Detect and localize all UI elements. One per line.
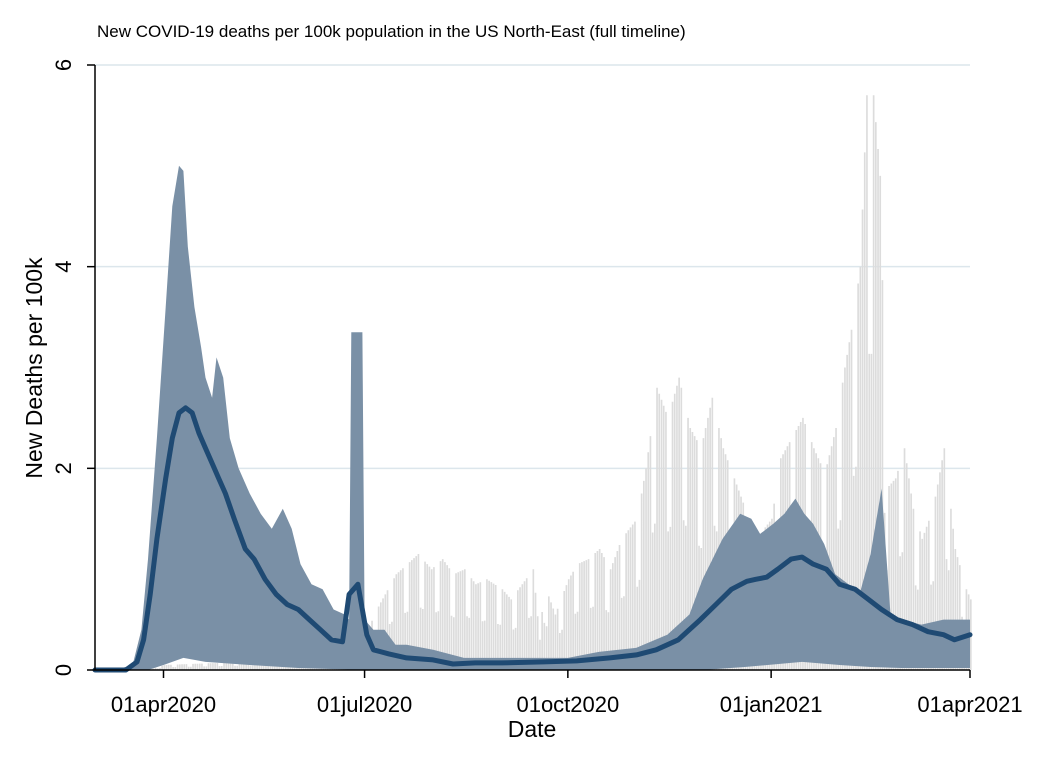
y-tick-label: 4 xyxy=(51,261,76,273)
x-tick-label: 01jan2021 xyxy=(720,692,823,717)
x-tick-label: 01oct2020 xyxy=(516,692,619,717)
grid-lines xyxy=(95,64,970,470)
chart-title: New COVID-19 deaths per 100k population … xyxy=(97,22,686,41)
x-axis-ticks: 01apr2020 01jul2020 01oct2020 01jan2021 01ap… xyxy=(111,670,1023,717)
y-tick-label: 0 xyxy=(51,664,76,676)
y-tick-label: 2 xyxy=(51,462,76,474)
axes xyxy=(94,65,970,671)
range-band-shape xyxy=(95,165,970,671)
average-line xyxy=(92,405,973,673)
y-tick-label: 6 xyxy=(51,59,76,71)
x-axis-title: Date xyxy=(508,716,557,742)
x-tick-label: 01jul2020 xyxy=(317,692,412,717)
x-tick-label: 01apr2021 xyxy=(917,692,1022,717)
y-axis-title: New Deaths per 100k xyxy=(21,257,47,479)
range-band xyxy=(95,165,970,671)
y-axis-ticks: 0 2 4 6 xyxy=(51,59,95,676)
x-tick-label: 01apr2020 xyxy=(111,692,216,717)
average-line-path xyxy=(92,405,973,673)
